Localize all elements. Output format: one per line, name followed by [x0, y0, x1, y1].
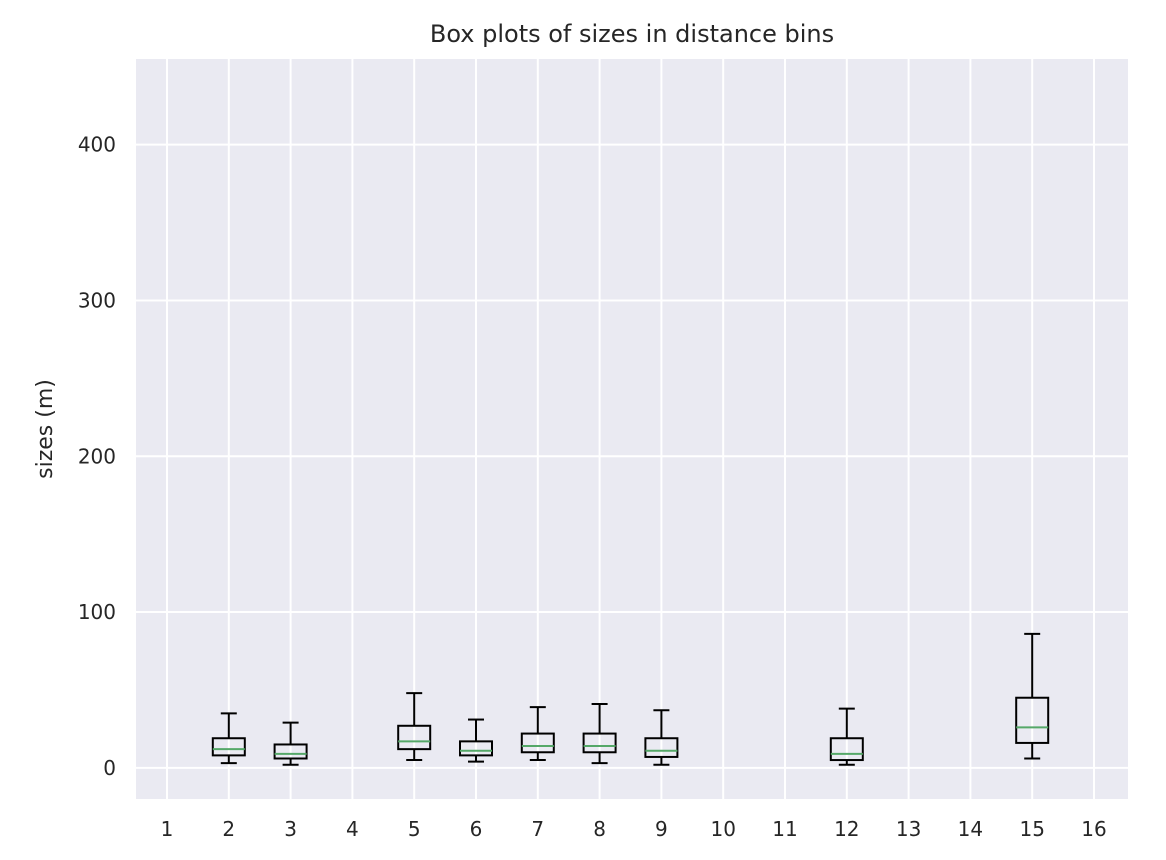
- box-12: [829, 707, 864, 766]
- iqr-box: [397, 724, 432, 751]
- boxes: [211, 632, 1050, 766]
- x-tick-label: 10: [710, 817, 735, 841]
- grid-lines: [136, 59, 1128, 799]
- y-tick-label: 0: [103, 756, 116, 780]
- x-tick-label: 5: [408, 817, 421, 841]
- x-tick-label: 8: [593, 817, 606, 841]
- y-tick-label: 400: [78, 133, 116, 157]
- x-tick-label: 15: [1019, 817, 1044, 841]
- box-15: [1015, 632, 1050, 760]
- x-tick-label: 2: [222, 817, 235, 841]
- x-tick-label: 13: [896, 817, 921, 841]
- y-tick-label: 300: [78, 288, 116, 312]
- chart-title: Box plots of sizes in distance bins: [430, 20, 834, 48]
- x-tick-label: 4: [346, 817, 359, 841]
- x-tick-label: 1: [161, 817, 174, 841]
- iqr-box: [1015, 696, 1050, 744]
- x-tick-label: 7: [531, 817, 544, 841]
- box-2: [211, 712, 246, 765]
- plot-area: [136, 59, 1128, 799]
- iqr-box: [273, 743, 308, 760]
- y-axis-label: sizes (m): [33, 379, 58, 479]
- iqr-box: [829, 737, 864, 762]
- x-tick-label: 11: [772, 817, 797, 841]
- x-tick-labels: 1 2 3 4 5 6 7 8 9 10 11 12 13 14 15 16: [161, 817, 1107, 841]
- box-7: [520, 706, 555, 762]
- iqr-box: [582, 732, 617, 754]
- y-tick-labels: 0 100 200 300 400: [78, 133, 116, 780]
- y-tick-label: 200: [78, 444, 116, 468]
- iqr-box: [459, 740, 493, 757]
- x-tick-label: 16: [1081, 817, 1106, 841]
- x-tick-label: 6: [470, 817, 483, 841]
- y-tick-label: 100: [78, 600, 116, 624]
- iqr-box: [644, 737, 679, 758]
- box-3: [273, 721, 308, 766]
- box-5: [397, 692, 432, 762]
- iqr-box: [520, 732, 555, 754]
- x-tick-label: 12: [834, 817, 859, 841]
- box-9: [644, 709, 679, 766]
- x-tick-label: 3: [284, 817, 297, 841]
- iqr-box: [211, 737, 246, 757]
- x-tick-label: 9: [655, 817, 668, 841]
- box-6: [459, 718, 493, 763]
- box-8: [582, 702, 617, 765]
- x-tick-label: 14: [958, 817, 983, 841]
